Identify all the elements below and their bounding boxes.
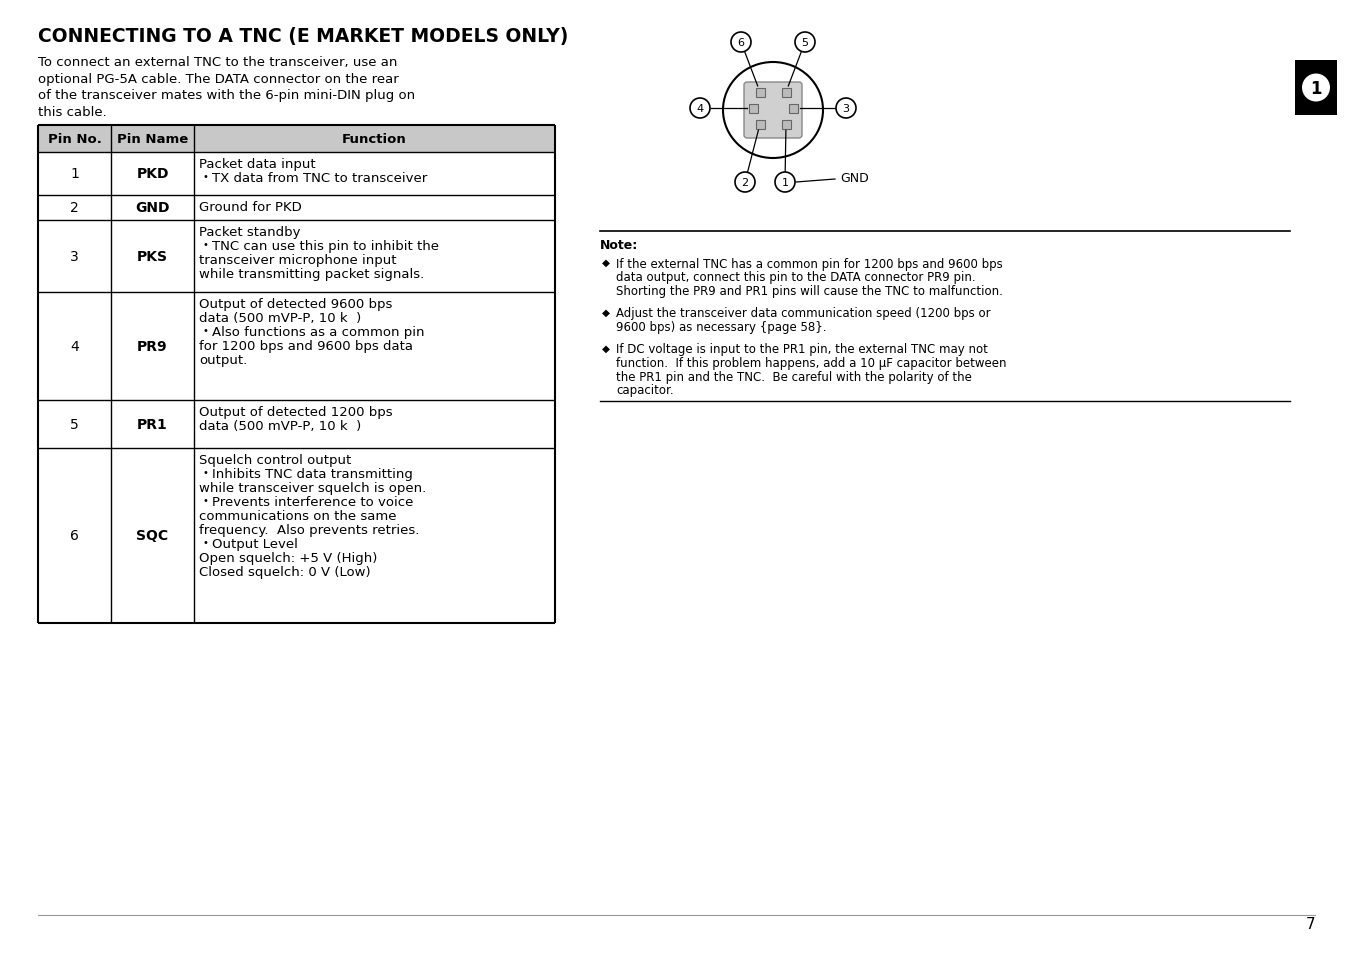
Text: Open squelch: +5 V (High): Open squelch: +5 V (High) — [199, 552, 377, 564]
Text: Packet standby: Packet standby — [199, 226, 300, 239]
Text: ◆: ◆ — [602, 257, 610, 268]
Text: Output of detected 1200 bps: Output of detected 1200 bps — [199, 406, 392, 418]
Text: Adjust the transceiver data communication speed (1200 bps or: Adjust the transceiver data communicatio… — [617, 307, 991, 320]
Text: •: • — [201, 468, 208, 477]
Text: SQC: SQC — [137, 529, 169, 543]
Text: 1: 1 — [70, 168, 78, 181]
Text: ◆: ◆ — [602, 343, 610, 354]
Text: 3: 3 — [70, 250, 78, 264]
Text: data (500 mVP-P, 10 k  ): data (500 mVP-P, 10 k ) — [199, 312, 361, 325]
Text: transceiver microphone input: transceiver microphone input — [199, 253, 396, 267]
Text: To connect an external TNC to the transceiver, use an: To connect an external TNC to the transc… — [38, 56, 397, 69]
Text: ◆: ◆ — [602, 307, 610, 317]
Text: •: • — [201, 240, 208, 250]
Text: frequency.  Also prevents retries.: frequency. Also prevents retries. — [199, 523, 419, 537]
Text: 9600 bps) as necessary {page 58}.: 9600 bps) as necessary {page 58}. — [617, 320, 826, 334]
Circle shape — [795, 33, 815, 53]
Text: the PR1 pin and the TNC.  Be careful with the polarity of the: the PR1 pin and the TNC. Be careful with… — [617, 370, 972, 383]
Text: Shorting the PR9 and PR1 pins will cause the TNC to malfunction.: Shorting the PR9 and PR1 pins will cause… — [617, 285, 1003, 297]
Text: GND: GND — [840, 172, 869, 185]
Text: If DC voltage is input to the PR1 pin, the external TNC may not: If DC voltage is input to the PR1 pin, t… — [617, 343, 988, 356]
Text: while transmitting packet signals.: while transmitting packet signals. — [199, 268, 425, 281]
Text: Output of detected 9600 bps: Output of detected 9600 bps — [199, 297, 392, 311]
Circle shape — [731, 33, 750, 53]
Text: TNC can use this pin to inhibit the: TNC can use this pin to inhibit the — [212, 240, 439, 253]
Text: capacitor.: capacitor. — [617, 384, 673, 396]
Text: Closed squelch: 0 V (Low): Closed squelch: 0 V (Low) — [199, 565, 370, 578]
Text: •: • — [201, 496, 208, 505]
Text: of the transceiver mates with the 6-pin mini-DIN plug on: of the transceiver mates with the 6-pin … — [38, 89, 415, 102]
Text: Note:: Note: — [600, 239, 638, 252]
Text: •: • — [201, 172, 208, 182]
Circle shape — [836, 99, 856, 119]
Bar — [749, 105, 757, 113]
Text: optional PG-5A cable. The DATA connector on the rear: optional PG-5A cable. The DATA connector… — [38, 72, 399, 86]
Text: for 1200 bps and 9600 bps data: for 1200 bps and 9600 bps data — [199, 339, 412, 353]
Text: while transceiver squelch is open.: while transceiver squelch is open. — [199, 481, 426, 495]
Text: Packet data input: Packet data input — [199, 158, 315, 171]
Text: 6: 6 — [70, 529, 78, 543]
Text: PR9: PR9 — [137, 339, 168, 354]
Text: Also functions as a common pin: Also functions as a common pin — [212, 326, 425, 338]
Text: Inhibits TNC data transmitting: Inhibits TNC data transmitting — [212, 468, 412, 480]
Text: 5: 5 — [70, 417, 78, 432]
Text: Output Level: Output Level — [212, 537, 297, 551]
FancyBboxPatch shape — [744, 83, 802, 139]
Text: data output, connect this pin to the DATA connector PR9 pin.: data output, connect this pin to the DAT… — [617, 272, 976, 284]
Bar — [781, 89, 791, 97]
Text: Prevents interference to voice: Prevents interference to voice — [212, 496, 414, 509]
Text: GND: GND — [135, 201, 170, 215]
Text: 4: 4 — [696, 104, 703, 113]
Text: PKD: PKD — [137, 168, 169, 181]
Text: •: • — [201, 537, 208, 547]
Text: TX data from TNC to transceiver: TX data from TNC to transceiver — [212, 172, 427, 185]
Text: Function: Function — [342, 132, 407, 146]
Text: PKS: PKS — [137, 250, 168, 264]
Circle shape — [690, 99, 710, 119]
Text: 6: 6 — [737, 38, 745, 48]
Text: 2: 2 — [70, 201, 78, 215]
Text: •: • — [201, 326, 208, 335]
Text: this cable.: this cable. — [38, 106, 107, 118]
Text: Pin Name: Pin Name — [116, 132, 188, 146]
Text: CONNECTING TO A TNC (E MARKET MODELS ONLY): CONNECTING TO A TNC (E MARKET MODELS ONL… — [38, 27, 568, 46]
Text: 5: 5 — [802, 38, 808, 48]
Text: 7: 7 — [1306, 916, 1315, 931]
Text: Squelch control output: Squelch control output — [199, 454, 352, 467]
Text: 1: 1 — [1310, 79, 1322, 97]
Text: function.  If this problem happens, add a 10 μF capacitor between: function. If this problem happens, add a… — [617, 356, 1006, 370]
Text: If the external TNC has a common pin for 1200 bps and 9600 bps: If the external TNC has a common pin for… — [617, 257, 1003, 271]
Text: 1: 1 — [781, 178, 788, 188]
Text: Ground for PKD: Ground for PKD — [199, 201, 301, 213]
Bar — [756, 89, 764, 97]
Text: communications on the same: communications on the same — [199, 510, 396, 522]
Bar — [788, 105, 798, 113]
Bar — [781, 120, 791, 130]
Bar — [756, 120, 764, 130]
Text: data (500 mVP-P, 10 k  ): data (500 mVP-P, 10 k ) — [199, 419, 361, 433]
Text: PR1: PR1 — [137, 417, 168, 432]
Text: Pin No.: Pin No. — [47, 132, 101, 146]
Text: 2: 2 — [741, 178, 749, 188]
Text: 3: 3 — [842, 104, 849, 113]
Circle shape — [1302, 74, 1330, 102]
Circle shape — [735, 172, 754, 193]
Bar — [1295, 61, 1337, 116]
Circle shape — [775, 172, 795, 193]
Ellipse shape — [723, 63, 823, 159]
Text: output.: output. — [199, 354, 247, 367]
Text: 4: 4 — [70, 339, 78, 354]
Bar — [38, 126, 556, 152]
